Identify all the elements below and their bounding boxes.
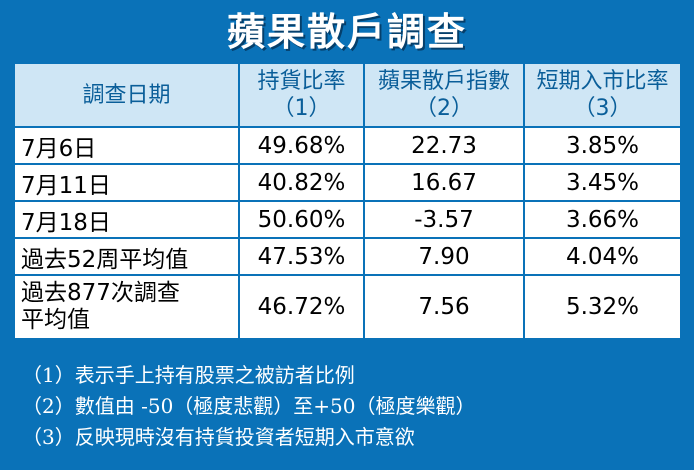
row-label-line2: 平均值	[21, 307, 90, 333]
row-label: 過去52周平均值	[13, 237, 240, 276]
footnote-3: （3）反映現時沒有持貨投資者短期入市意欲	[22, 425, 415, 449]
row-label-line1: 過去877次調查	[21, 280, 180, 306]
holding-ratio-cell: 47.53%	[238, 237, 365, 276]
table-row: 7月6日 49.68% 22.73 3.85%	[13, 126, 682, 165]
header-date-label: 調查日期	[82, 82, 171, 108]
header-short-term-entry-label: 短期入市比率	[536, 69, 669, 94]
index-cell: 7.56	[363, 274, 525, 340]
table-row: 過去877次調查 平均值 46.72% 7.56 5.32%	[13, 274, 682, 340]
header-short-term-entry-note: （3）	[573, 96, 632, 121]
table-row: 過去52周平均值 47.53% 7.90 4.04%	[13, 237, 682, 276]
footnote-2: （2）數值由 -50（極度悲觀）至+50（極度樂觀）	[22, 394, 476, 418]
row-label: 7月18日	[13, 200, 240, 239]
header-date: 調查日期	[13, 62, 240, 128]
header-row: 調查日期 持貨比率 （1） 蘋果散戶指數 （2） 短期入市比率 （3）	[13, 62, 682, 128]
short-term-entry-cell: 3.66%	[523, 200, 682, 239]
chart-title: 蘋果散戶調查	[226, 9, 467, 54]
footnotes: （1）表示手上持有股票之被訪者比例 （2）數值由 -50（極度悲觀）至+50（極…	[22, 360, 682, 453]
index-cell: 22.73	[363, 126, 525, 165]
footnote-1: （1）表示手上持有股票之被訪者比例	[22, 363, 355, 387]
holding-ratio-cell: 46.72%	[238, 274, 365, 340]
holding-ratio-cell: 40.82%	[238, 163, 365, 202]
index-cell: 16.67	[363, 163, 525, 202]
short-term-entry-cell: 3.45%	[523, 163, 682, 202]
holding-ratio-cell: 50.60%	[238, 200, 365, 239]
short-term-entry-cell: 5.32%	[523, 274, 682, 340]
row-label: 過去877次調查 平均值	[13, 274, 240, 340]
header-index-note: （2）	[415, 96, 473, 121]
row-label: 7月6日	[13, 126, 240, 165]
header-holding-ratio-note: （1）	[272, 96, 331, 121]
header-holding-ratio-label: 持貨比率	[257, 69, 346, 94]
header-holding-ratio: 持貨比率 （1）	[238, 62, 365, 128]
holding-ratio-cell: 49.68%	[238, 126, 365, 165]
table-row: 7月18日 50.60% -3.57 3.66%	[13, 200, 682, 239]
table-row: 7月11日 40.82% 16.67 3.45%	[13, 163, 682, 202]
short-term-entry-cell: 3.85%	[523, 126, 682, 165]
short-term-entry-cell: 4.04%	[523, 237, 682, 276]
header-index: 蘋果散戶指數 （2）	[363, 62, 525, 128]
row-label: 7月11日	[13, 163, 240, 202]
header-short-term-entry: 短期入市比率 （3）	[523, 62, 682, 128]
index-cell: -3.57	[363, 200, 525, 239]
header-index-label: 蘋果散戶指數	[377, 69, 510, 94]
index-cell: 7.90	[363, 237, 525, 276]
survey-table: 調查日期 持貨比率 （1） 蘋果散戶指數 （2） 短期入市比率 （3） 7月6日…	[13, 62, 682, 340]
